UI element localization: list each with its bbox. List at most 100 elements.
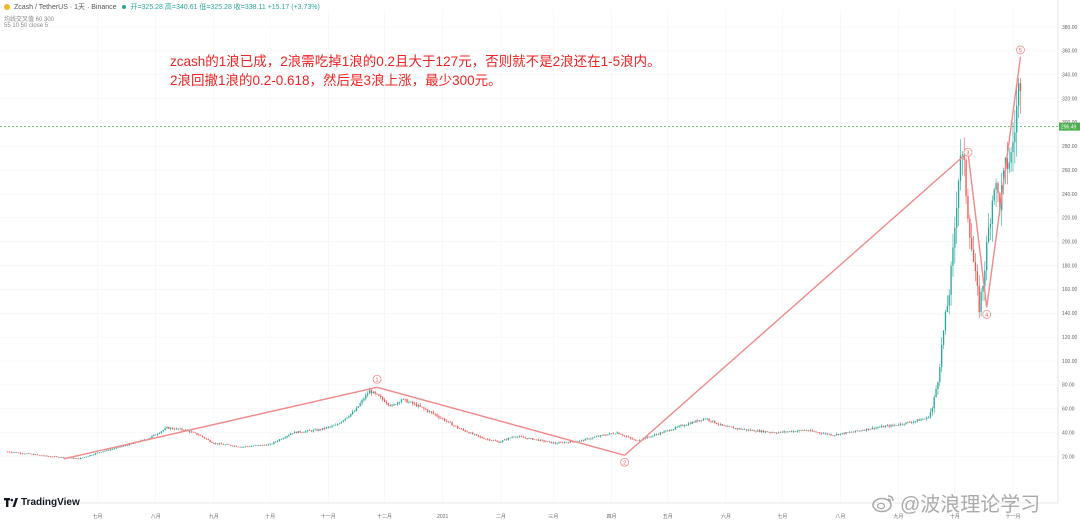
candle-body (881, 426, 883, 428)
candle-body (160, 431, 162, 433)
candle-body (472, 432, 474, 435)
candle-body (1014, 132, 1016, 143)
wave-segment[interactable] (376, 386, 625, 456)
wave-label-text: 2 (623, 460, 626, 466)
candle-body (539, 439, 541, 441)
wave-label-2[interactable]: 2 (620, 457, 630, 467)
candle-body (275, 441, 277, 443)
wave-label-text: 3 (966, 150, 969, 156)
candle-body (901, 423, 903, 425)
symbol-label[interactable]: Zcash / TetherUS · 1天 · Binance (13, 4, 117, 11)
candle-body (53, 456, 56, 458)
wave-label-5[interactable]: 5 (1016, 45, 1025, 55)
wave-label-1[interactable]: 1 (372, 374, 382, 384)
candle-body (648, 436, 650, 438)
candle-body (854, 430, 857, 432)
candle-body (245, 446, 247, 447)
candle-body (633, 439, 635, 440)
candle-body (657, 434, 660, 435)
candle-body (276, 441, 279, 442)
candle-body (173, 428, 176, 430)
candle-body (42, 455, 44, 457)
candle-body (250, 446, 253, 447)
indicator-label-2[interactable]: 55 10 50 close 5 (4, 23, 49, 29)
candle-body (57, 456, 59, 458)
candle-body (849, 431, 851, 433)
wave-segment[interactable] (624, 151, 969, 456)
candle-body (603, 435, 605, 436)
candle-body (406, 399, 408, 403)
candle-body (353, 411, 356, 412)
candle-body (862, 430, 864, 431)
candle-body (946, 305, 948, 313)
candle-body (563, 442, 566, 444)
candle-body (984, 270, 986, 287)
candle-body (23, 453, 26, 455)
y-tick-label: 340.00 (1062, 73, 1078, 79)
candle-body (333, 425, 335, 427)
candle-body (997, 183, 999, 194)
indicator-label-1[interactable]: 均线交叉值 60 300 (4, 17, 55, 23)
candle-body (38, 454, 41, 456)
candle-body (113, 448, 116, 450)
candle-body (639, 440, 641, 441)
market-open-icon (121, 5, 126, 10)
candle-body (524, 437, 526, 439)
candle-body (462, 428, 465, 431)
candle-body (839, 433, 842, 435)
candle-body (291, 433, 294, 434)
candle-body (877, 427, 879, 428)
candle-body (717, 423, 720, 425)
candle-body (21, 453, 24, 455)
candle-body (72, 457, 74, 459)
candle-body (370, 390, 373, 394)
candle-body (850, 431, 853, 433)
current-price-tag (1059, 122, 1080, 131)
candle-body (158, 432, 161, 434)
candle-body (228, 444, 230, 446)
candle-body (218, 443, 221, 445)
candle-body (699, 420, 701, 422)
candle-body (858, 430, 860, 432)
candle-body (215, 443, 217, 444)
candle-body (545, 441, 547, 443)
candle-body (1016, 105, 1018, 133)
candle-body (119, 446, 121, 448)
candle-body (213, 442, 215, 444)
y-axis[interactable]: 20.00 40.00 60.00 80.00 100.00 120.00 140.00 16… (1057, 0, 1080, 526)
candle-body (663, 431, 665, 433)
candle-body (153, 434, 155, 437)
candle-body (884, 426, 887, 428)
candle-body (149, 437, 151, 439)
wave-label-circle (620, 457, 630, 467)
candle-body (914, 421, 917, 422)
candle-body (438, 416, 440, 418)
candle-body (155, 434, 157, 436)
price-scale[interactable] (1058, 0, 1080, 526)
candle-body (894, 425, 896, 426)
candle-body (31, 454, 33, 455)
candle-body (179, 428, 181, 430)
candle-body (335, 424, 337, 426)
candle-body (813, 431, 815, 432)
candle-body (267, 444, 269, 446)
candle-body (359, 403, 361, 407)
candle-body (361, 400, 363, 404)
candle-body (864, 430, 866, 431)
tradingview-logo[interactable]: TradingView (4, 497, 80, 508)
candle-body (196, 432, 198, 435)
wave-segment[interactable] (986, 56, 1022, 308)
wave-label-3[interactable]: 3 (963, 147, 973, 157)
y-tick-label: 380.00 (1062, 25, 1078, 31)
wave-label-4[interactable]: 4 (982, 309, 992, 319)
wave-segment[interactable] (967, 152, 988, 308)
wave-segment[interactable] (63, 386, 378, 460)
candle-body (618, 432, 620, 435)
candles (6, 77, 1022, 460)
candle-body (644, 438, 646, 439)
candle-body (969, 218, 971, 238)
candle-body (747, 429, 750, 431)
candle-body (331, 425, 333, 427)
